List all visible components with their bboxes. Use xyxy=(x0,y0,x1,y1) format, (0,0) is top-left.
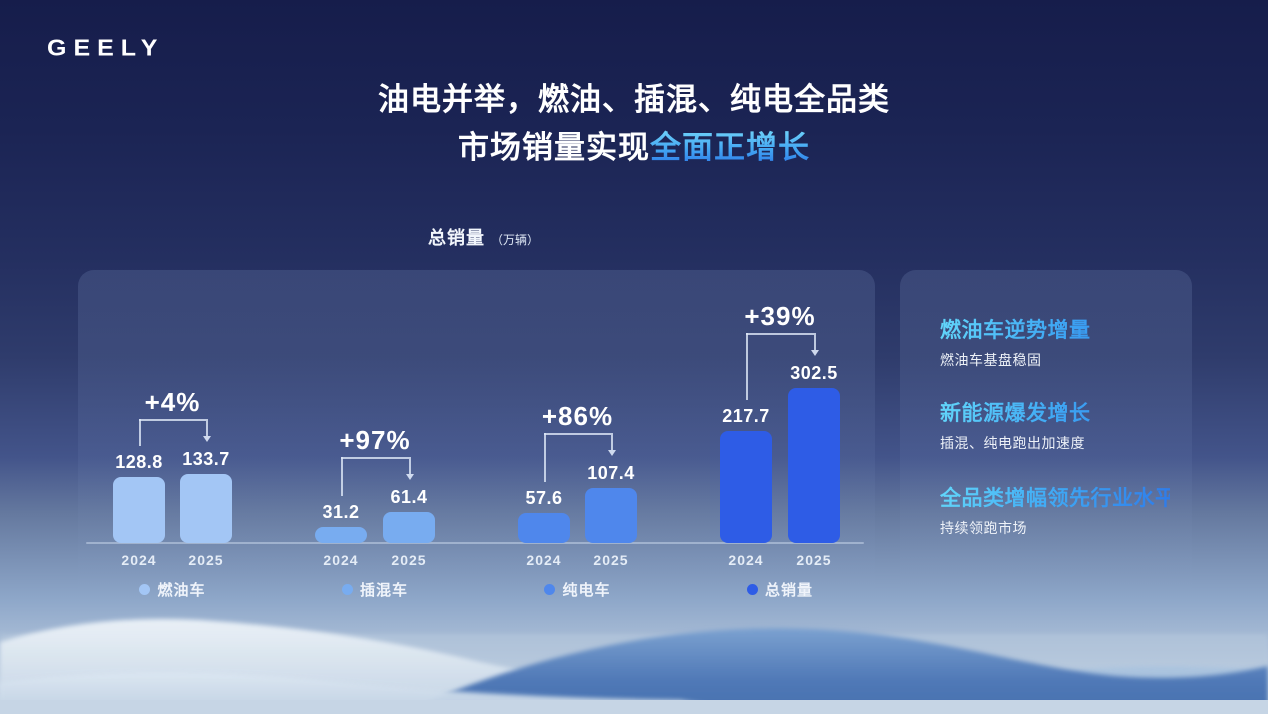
bracket-arrow-down-icon xyxy=(810,350,819,356)
bar-插混车-2024 xyxy=(315,527,367,543)
bar-纯电车-2024 xyxy=(518,513,570,543)
bracket-horizontal xyxy=(341,457,409,459)
value-label: 31.2 xyxy=(322,502,360,522)
growth-percent-label: +86% xyxy=(541,401,614,431)
legend-dot-icon xyxy=(341,584,353,595)
title-line-1: 油电并举，燃油、插混、纯电全品类 xyxy=(378,82,890,117)
year-label: 2024 xyxy=(323,552,359,568)
bar-燃油车-2025 xyxy=(180,474,232,543)
year-label: 2024 xyxy=(121,552,157,568)
bracket-left-drop xyxy=(746,333,748,400)
growth-percent-label: +4% xyxy=(144,387,201,417)
year-label: 2024 xyxy=(526,552,562,568)
insight-detail: 燃油车基盘稳固 xyxy=(940,352,1042,368)
year-label: 2025 xyxy=(391,552,427,568)
bar-燃油车-2024 xyxy=(113,477,165,543)
insight-heading: 全品类增幅领先行业水平 xyxy=(940,482,1176,512)
insight-heading: 燃油车逆势增量 xyxy=(940,314,1170,344)
legend-label: 纯电车 xyxy=(562,582,611,599)
bracket-right-drop xyxy=(409,457,411,474)
title-line-2: 市场销量实现全面正增长 xyxy=(0,124,1268,172)
bracket-arrow-down-icon xyxy=(405,474,414,480)
value-label: 217.7 xyxy=(722,406,770,426)
year-label: 2024 xyxy=(728,552,764,568)
legend-总销量: 总销量 xyxy=(700,579,860,600)
legend-label: 总销量 xyxy=(764,582,813,599)
bracket-right-drop xyxy=(206,419,208,436)
year-label: 2025 xyxy=(188,552,224,568)
insight-heading: 新能源爆发增长 xyxy=(940,397,1170,427)
bracket-left-drop xyxy=(139,419,141,446)
year-label: 2025 xyxy=(796,552,832,568)
legend-label: 燃油车 xyxy=(157,582,206,599)
bracket-left-drop xyxy=(544,433,546,482)
value-label: 61.4 xyxy=(390,487,428,507)
title-line-2-plain: 市场销量实现 xyxy=(458,130,650,165)
bar-插混车-2025 xyxy=(383,512,435,543)
legend-纯电车: 纯电车 xyxy=(498,579,658,600)
value-label: 128.8 xyxy=(115,452,163,472)
insight-panel: 燃油车逆势增量 燃油车基盘稳固 新能源爆发增长 插混、纯电跑出加速度 全品类增幅… xyxy=(900,270,1192,605)
bracket-horizontal xyxy=(139,419,206,421)
legend-dot-icon xyxy=(139,584,151,595)
bracket-arrow-down-icon xyxy=(202,436,211,442)
geely-logo: GEELY xyxy=(47,35,165,61)
bracket-right-drop xyxy=(611,433,613,450)
slide-title: 油电并举，燃油、插混、纯电全品类 市场销量实现全面正增长 xyxy=(0,76,1268,172)
chart-title-unit: （万辆） xyxy=(491,233,540,247)
bar-总销量-2024 xyxy=(720,431,772,543)
sales-bar-chart-panel: 128.8 2024 133.7 2025 +4% 燃油车 31.2 2024 61.4 2025… xyxy=(78,270,875,605)
bracket-left-drop xyxy=(341,457,343,496)
legend-label: 插混车 xyxy=(359,582,408,599)
value-label: 57.6 xyxy=(525,488,563,508)
insight-item-fuel: 燃油车逆势增量 燃油车基盘稳固 xyxy=(940,314,1170,370)
title-line-2-highlight: 全面正增长 xyxy=(650,130,810,165)
value-label: 302.5 xyxy=(790,363,838,383)
growth-percent-label: +97% xyxy=(339,425,411,455)
bar-总销量-2025 xyxy=(788,388,840,543)
insight-detail: 持续领跑市场 xyxy=(940,520,1027,536)
insight-item-all: 全品类增幅领先行业水平 持续领跑市场 xyxy=(940,482,1176,538)
legend-dot-icon xyxy=(544,584,556,595)
x-axis-line xyxy=(86,542,864,544)
chart-title-label: 总销量 xyxy=(428,228,485,248)
insight-item-nev: 新能源爆发增长 插混、纯电跑出加速度 xyxy=(940,397,1170,453)
bracket-horizontal xyxy=(544,433,611,435)
legend-dot-icon xyxy=(746,584,758,595)
value-label: 133.7 xyxy=(182,449,230,469)
insight-detail: 插混、纯电跑出加速度 xyxy=(940,435,1085,451)
bracket-horizontal xyxy=(746,333,814,335)
value-label: 107.4 xyxy=(587,463,635,483)
growth-percent-label: +39% xyxy=(744,301,816,331)
bracket-right-drop xyxy=(814,333,816,350)
legend-插混车: 插混车 xyxy=(295,579,455,600)
bar-纯电车-2025 xyxy=(585,488,637,543)
bracket-arrow-down-icon xyxy=(607,450,616,456)
legend-燃油车: 燃油车 xyxy=(93,579,253,600)
chart-title: 总销量 （万辆） xyxy=(428,224,539,250)
year-label: 2025 xyxy=(593,552,629,568)
